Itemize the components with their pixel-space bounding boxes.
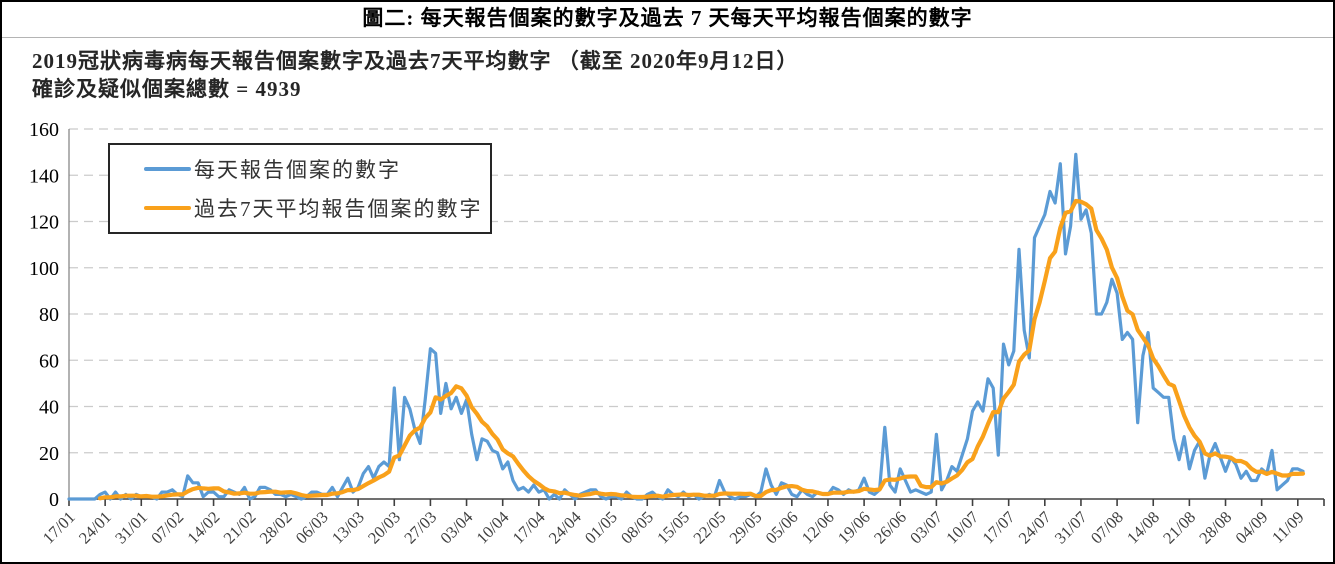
legend-item-7day-average: 過去7天平均報告個案的數字: [144, 193, 490, 223]
x-axis-label: 17/07: [978, 507, 1018, 547]
y-axis-label: 120: [29, 212, 59, 234]
y-axis-label: 60: [39, 350, 59, 372]
x-axis-label: 29/05: [725, 507, 765, 547]
x-axis-label: 07/02: [147, 507, 187, 547]
x-axis-label: 03/04: [436, 507, 476, 547]
x-axis-label: 04/09: [1231, 507, 1271, 547]
x-axis-label: 28/08: [1195, 507, 1235, 547]
x-axis-label: 07/08: [1087, 507, 1127, 547]
y-axis-label: 40: [39, 397, 59, 419]
y-axis-label: 100: [29, 258, 59, 280]
x-axis-label: 24/04: [545, 507, 585, 547]
x-axis-label: 13/03: [328, 507, 368, 547]
x-axis-label: 26/06: [870, 507, 910, 547]
legend-label-7day-average: 過去7天平均報告個案的數字: [194, 197, 483, 221]
chart-legend: 每天報告個案的數字 過去7天平均報告個案的數字: [108, 143, 492, 234]
x-axis-label: 12/06: [798, 507, 838, 547]
legend-item-daily-cases: 每天報告個案的數字: [144, 154, 490, 184]
x-axis-label: 10/07: [942, 507, 982, 547]
x-axis-label: 10/04: [473, 507, 513, 547]
y-axis-label: 140: [29, 165, 59, 187]
chart-title: 2019冠狀病毒病每天報告個案數字及過去7天平均數字 （截至 2020年9月12…: [32, 49, 799, 73]
x-axis-label: 24/07: [1015, 507, 1055, 547]
x-axis-label: 17/01: [39, 507, 79, 547]
y-axis-label: 20: [39, 443, 59, 465]
daily-cases-line-swatch: [144, 167, 191, 171]
y-axis-label: 0: [49, 489, 59, 511]
x-axis-label: 27/03: [400, 507, 440, 547]
x-axis-label: 21/08: [1159, 507, 1199, 547]
x-axis-label: 19/06: [834, 507, 874, 547]
figure-caption: 圖二: 每天報告個案的數字及過去 7 天每天平均報告個案的數字: [2, 2, 1333, 38]
x-axis-label: 03/07: [906, 507, 946, 547]
x-axis-label: 21/02: [220, 507, 260, 547]
chart-header: 2019冠狀病毒病每天報告個案數字及過去7天平均數字 （截至 2020年9月12…: [32, 47, 799, 103]
x-axis-label: 11/09: [1268, 507, 1308, 547]
x-axis-label: 08/05: [617, 507, 657, 547]
x-axis-label: 20/03: [364, 507, 404, 547]
seven-day-average-line-swatch: [144, 206, 191, 210]
seven-day-average-line: [97, 198, 1306, 501]
x-axis-label: 24/01: [75, 507, 115, 547]
x-axis-label: 28/02: [256, 507, 296, 547]
y-axis-label: 80: [39, 304, 59, 326]
x-axis-label: 31/07: [1051, 507, 1091, 547]
x-axis-label: 14/02: [183, 507, 223, 547]
x-axis-label: 01/05: [581, 507, 621, 547]
x-axis-label: 31/01: [111, 507, 151, 547]
chart-total-cases: 確診及疑似個案總數 = 4939: [32, 77, 302, 101]
x-axis-label: 05/06: [762, 507, 802, 547]
x-axis-label: 17/04: [509, 507, 549, 547]
x-axis-label: 06/03: [292, 507, 332, 547]
x-axis-label: 14/08: [1123, 507, 1163, 547]
y-axis-label: 160: [29, 119, 59, 141]
x-axis-label: 15/05: [653, 507, 693, 547]
legend-label-daily-cases: 每天報告個案的數字: [194, 158, 401, 182]
x-axis-label: 22/05: [689, 507, 729, 547]
